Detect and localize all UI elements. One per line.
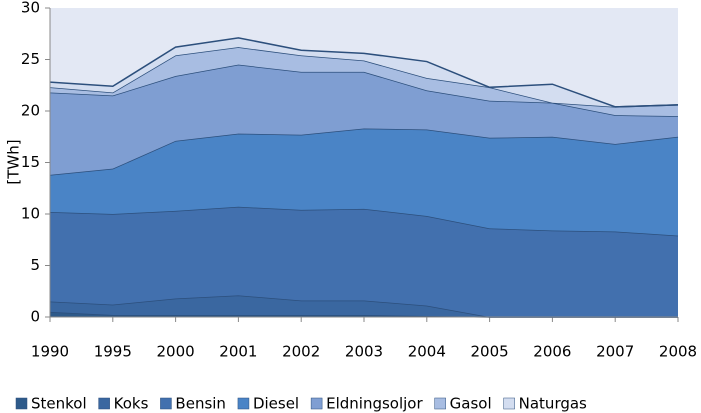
- x-tick-label: 1995: [94, 343, 132, 361]
- area: [50, 47, 678, 117]
- legend-label: Bensin: [175, 395, 226, 413]
- x-tick-label: 2008: [659, 343, 697, 361]
- area-edge: [49, 37, 679, 108]
- y-tick-label: 20: [21, 102, 40, 120]
- x-tick-label: 2002: [282, 343, 320, 361]
- y-tick-label: 25: [21, 50, 40, 68]
- x-tick-label: 2000: [157, 343, 195, 361]
- legend-swatch: [503, 397, 515, 410]
- legend-swatch: [237, 397, 250, 410]
- area: [50, 206, 678, 317]
- area: [50, 295, 678, 317]
- legend-swatch: [15, 397, 28, 410]
- x-tick-label: 2003: [345, 343, 383, 361]
- legend-swatch: [160, 397, 172, 410]
- legend-label: Koks: [114, 395, 149, 413]
- area: [50, 128, 678, 236]
- area: [50, 37, 678, 107]
- y-tick-label: 30: [21, 0, 40, 17]
- y-tick-label: 15: [21, 153, 40, 171]
- legend-label: Gasol: [450, 395, 492, 413]
- x-tick-label: 1990: [31, 343, 69, 361]
- legend-swatch: [434, 397, 446, 410]
- x-tick-label: 2005: [471, 343, 509, 361]
- legend-label: Diesel: [253, 395, 299, 413]
- area: [50, 64, 678, 175]
- y-tick-label: 10: [21, 205, 40, 223]
- x-tick-label: 2004: [408, 343, 446, 361]
- legend-label: Eldningsoljor: [326, 395, 423, 413]
- legend-label: Stenkol: [31, 395, 87, 413]
- x-tick-label: 2007: [596, 343, 634, 361]
- legend-label: Naturgas: [519, 395, 587, 413]
- legend-swatch: [310, 397, 323, 410]
- y-tick-label: 0: [30, 308, 40, 326]
- area: [50, 311, 678, 317]
- x-tick-label: 2001: [219, 343, 257, 361]
- x-tick-label: 2006: [533, 343, 571, 361]
- legend-swatch: [98, 397, 110, 410]
- y-tick-label: 5: [30, 256, 40, 274]
- y-axis-label: [TWh]: [5, 139, 23, 184]
